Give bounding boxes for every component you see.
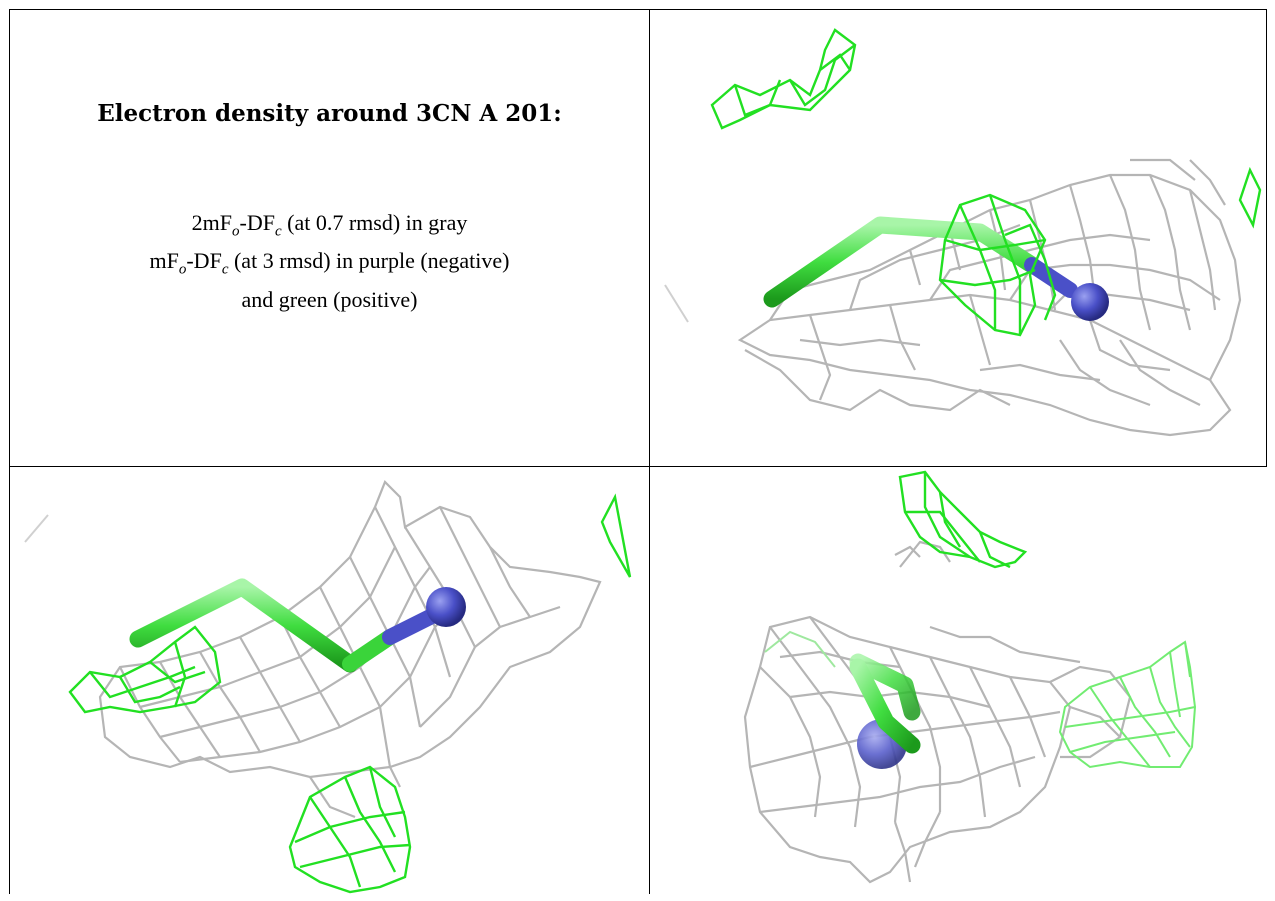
ligand-nitrogen [382,587,466,645]
density-render-bottom-left [24,480,632,894]
grid-line-top [9,9,1266,10]
grid-line-left [9,9,10,894]
ligand-carbon-chain [849,653,921,721]
ligand-nitrogen [1024,257,1109,321]
view-bottom-left [10,467,649,894]
ligand-carbon-chain [129,578,398,673]
mesh-fragment [24,514,49,543]
legend-line-positive: and green (positive) [241,286,418,312]
map-2fofc-mesh [98,480,602,819]
view-top-right [650,10,1266,466]
map-fofc-positive-mesh-right [1058,640,1197,769]
map-fofc-positive-mesh [710,28,1262,337]
ligand-carbon-front [849,658,921,754]
grid-line-middle [9,466,1266,467]
grid-line-center [649,9,650,894]
legend-line-fofc: mFo-DFc (at 3 rmsd) in purple (negative) [149,248,510,278]
view-bottom-right [650,467,1266,894]
grid-line-right [1266,9,1267,467]
caption-legend: 2mFo-DFc (at 0.7 rmsd) in gray mFo-DFc (… [10,208,649,315]
caption-title: Electron density around 3CN A 201: [97,100,562,127]
density-render-bottom-right [743,470,1197,884]
mesh-fragment [664,284,689,323]
map-fofc-positive-mesh [898,470,1028,569]
caption-cell: Electron density around 3CN A 201: 2mFo-… [10,10,649,466]
legend-line-2fofc: 2mFo-DFc (at 0.7 rmsd) in gray [191,210,468,240]
density-render-top-right [664,28,1262,437]
map-2fofc-mesh [737,158,1242,437]
map-2fofc-mesh [743,540,1132,884]
map-fofc-positive-mesh [68,493,632,894]
mesh-fragment-faded [764,630,836,668]
ligand-carbon-chain [763,216,1041,308]
